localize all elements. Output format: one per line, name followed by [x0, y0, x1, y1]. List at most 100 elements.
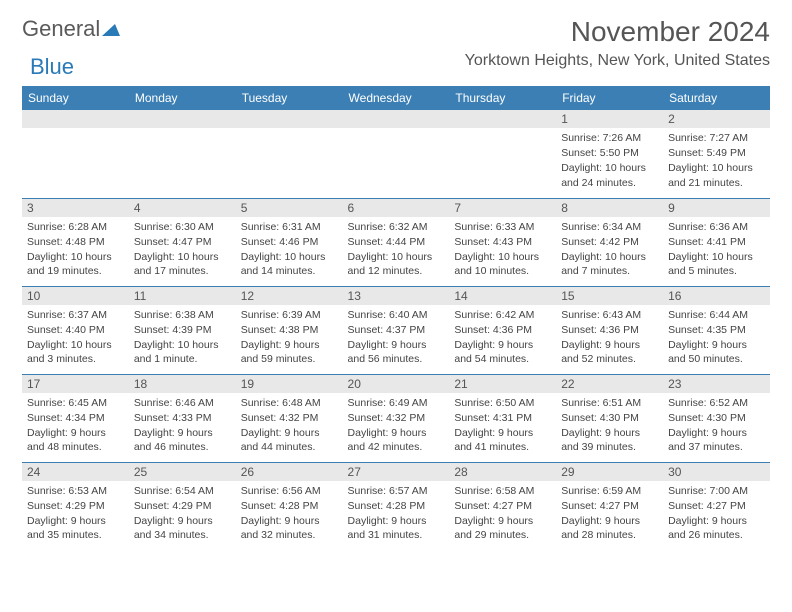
day-number: 15 [556, 287, 663, 305]
day-daylight: Daylight: 9 hours and 50 minutes. [668, 338, 765, 366]
day-sunset: Sunset: 4:38 PM [241, 323, 338, 337]
day-sunrise: Sunrise: 6:33 AM [454, 220, 551, 234]
calendar-cell: 25Sunrise: 6:54 AMSunset: 4:29 PMDayligh… [129, 462, 236, 550]
day-info: Sunrise: 6:52 AMSunset: 4:30 PMDaylight:… [663, 393, 770, 459]
day-info: Sunrise: 6:36 AMSunset: 4:41 PMDaylight:… [663, 217, 770, 283]
day-info: Sunrise: 6:48 AMSunset: 4:32 PMDaylight:… [236, 393, 343, 459]
day-number: 29 [556, 463, 663, 481]
day-sunrise: Sunrise: 6:44 AM [668, 308, 765, 322]
day-daylight: Daylight: 10 hours and 14 minutes. [241, 250, 338, 278]
day-daylight: Daylight: 9 hours and 39 minutes. [561, 426, 658, 454]
calendar-cell: 24Sunrise: 6:53 AMSunset: 4:29 PMDayligh… [22, 462, 129, 550]
day-sunrise: Sunrise: 6:54 AM [134, 484, 231, 498]
day-sunrise: Sunrise: 6:48 AM [241, 396, 338, 410]
day-sunrise: Sunrise: 6:40 AM [348, 308, 445, 322]
day-sunrise: Sunrise: 6:43 AM [561, 308, 658, 322]
calendar-cell: 8Sunrise: 6:34 AMSunset: 4:42 PMDaylight… [556, 198, 663, 286]
logo-text-part1: General [22, 16, 100, 42]
day-info: Sunrise: 6:51 AMSunset: 4:30 PMDaylight:… [556, 393, 663, 459]
day-sunset: Sunset: 4:40 PM [27, 323, 124, 337]
day-sunrise: Sunrise: 6:28 AM [27, 220, 124, 234]
day-sunrise: Sunrise: 6:34 AM [561, 220, 658, 234]
day-number: 7 [449, 199, 556, 217]
day-sunrise: Sunrise: 6:46 AM [134, 396, 231, 410]
day-number: 16 [663, 287, 770, 305]
day-daylight: Daylight: 9 hours and 34 minutes. [134, 514, 231, 542]
day-sunrise: Sunrise: 6:39 AM [241, 308, 338, 322]
day-number-empty [449, 110, 556, 128]
day-info: Sunrise: 6:39 AMSunset: 4:38 PMDaylight:… [236, 305, 343, 371]
day-daylight: Daylight: 9 hours and 32 minutes. [241, 514, 338, 542]
day-info: Sunrise: 6:56 AMSunset: 4:28 PMDaylight:… [236, 481, 343, 547]
day-number: 17 [22, 375, 129, 393]
day-number: 22 [556, 375, 663, 393]
day-sunrise: Sunrise: 6:51 AM [561, 396, 658, 410]
day-number: 21 [449, 375, 556, 393]
day-sunrise: Sunrise: 6:53 AM [27, 484, 124, 498]
day-sunset: Sunset: 4:30 PM [561, 411, 658, 425]
day-sunrise: Sunrise: 6:36 AM [668, 220, 765, 234]
day-sunset: Sunset: 4:28 PM [241, 499, 338, 513]
calendar-week-row: 17Sunrise: 6:45 AMSunset: 4:34 PMDayligh… [22, 374, 770, 462]
day-sunrise: Sunrise: 7:27 AM [668, 131, 765, 145]
day-sunset: Sunset: 5:50 PM [561, 146, 658, 160]
day-sunset: Sunset: 4:42 PM [561, 235, 658, 249]
day-daylight: Daylight: 9 hours and 31 minutes. [348, 514, 445, 542]
calendar-table: SundayMondayTuesdayWednesdayThursdayFrid… [22, 86, 770, 550]
day-sunrise: Sunrise: 6:42 AM [454, 308, 551, 322]
day-daylight: Daylight: 9 hours and 52 minutes. [561, 338, 658, 366]
day-header: Friday [556, 86, 663, 110]
day-number-empty [343, 110, 450, 128]
day-info: Sunrise: 6:46 AMSunset: 4:33 PMDaylight:… [129, 393, 236, 459]
calendar-cell: 14Sunrise: 6:42 AMSunset: 4:36 PMDayligh… [449, 286, 556, 374]
day-sunset: Sunset: 4:32 PM [348, 411, 445, 425]
calendar-cell: 15Sunrise: 6:43 AMSunset: 4:36 PMDayligh… [556, 286, 663, 374]
day-number: 4 [129, 199, 236, 217]
day-sunset: Sunset: 4:36 PM [454, 323, 551, 337]
logo: General [22, 16, 120, 42]
day-header: Sunday [22, 86, 129, 110]
calendar-cell: 17Sunrise: 6:45 AMSunset: 4:34 PMDayligh… [22, 374, 129, 462]
day-sunset: Sunset: 4:27 PM [668, 499, 765, 513]
day-daylight: Daylight: 9 hours and 37 minutes. [668, 426, 765, 454]
day-daylight: Daylight: 9 hours and 42 minutes. [348, 426, 445, 454]
calendar-cell: 3Sunrise: 6:28 AMSunset: 4:48 PMDaylight… [22, 198, 129, 286]
calendar-cell: 18Sunrise: 6:46 AMSunset: 4:33 PMDayligh… [129, 374, 236, 462]
day-sunset: Sunset: 4:30 PM [668, 411, 765, 425]
day-number-empty [236, 110, 343, 128]
day-info: Sunrise: 6:45 AMSunset: 4:34 PMDaylight:… [22, 393, 129, 459]
day-daylight: Daylight: 9 hours and 41 minutes. [454, 426, 551, 454]
day-sunset: Sunset: 4:48 PM [27, 235, 124, 249]
calendar-cell: 10Sunrise: 6:37 AMSunset: 4:40 PMDayligh… [22, 286, 129, 374]
calendar-cell [343, 110, 450, 198]
day-info: Sunrise: 6:49 AMSunset: 4:32 PMDaylight:… [343, 393, 450, 459]
day-daylight: Daylight: 9 hours and 48 minutes. [27, 426, 124, 454]
calendar-cell: 29Sunrise: 6:59 AMSunset: 4:27 PMDayligh… [556, 462, 663, 550]
calendar-cell: 28Sunrise: 6:58 AMSunset: 4:27 PMDayligh… [449, 462, 556, 550]
day-number: 18 [129, 375, 236, 393]
calendar-cell: 16Sunrise: 6:44 AMSunset: 4:35 PMDayligh… [663, 286, 770, 374]
calendar-cell: 11Sunrise: 6:38 AMSunset: 4:39 PMDayligh… [129, 286, 236, 374]
day-header: Wednesday [343, 86, 450, 110]
day-info: Sunrise: 6:57 AMSunset: 4:28 PMDaylight:… [343, 481, 450, 547]
calendar-cell: 7Sunrise: 6:33 AMSunset: 4:43 PMDaylight… [449, 198, 556, 286]
calendar-cell: 19Sunrise: 6:48 AMSunset: 4:32 PMDayligh… [236, 374, 343, 462]
calendar-week-row: 24Sunrise: 6:53 AMSunset: 4:29 PMDayligh… [22, 462, 770, 550]
day-header: Tuesday [236, 86, 343, 110]
day-number: 5 [236, 199, 343, 217]
day-number: 30 [663, 463, 770, 481]
day-sunrise: Sunrise: 6:59 AM [561, 484, 658, 498]
day-sunset: Sunset: 4:41 PM [668, 235, 765, 249]
day-info: Sunrise: 7:26 AMSunset: 5:50 PMDaylight:… [556, 128, 663, 194]
day-number: 13 [343, 287, 450, 305]
day-info: Sunrise: 7:27 AMSunset: 5:49 PMDaylight:… [663, 128, 770, 194]
day-info: Sunrise: 6:34 AMSunset: 4:42 PMDaylight:… [556, 217, 663, 283]
day-daylight: Daylight: 9 hours and 28 minutes. [561, 514, 658, 542]
day-info: Sunrise: 6:54 AMSunset: 4:29 PMDaylight:… [129, 481, 236, 547]
day-daylight: Daylight: 9 hours and 29 minutes. [454, 514, 551, 542]
day-number: 8 [556, 199, 663, 217]
calendar-week-row: 1Sunrise: 7:26 AMSunset: 5:50 PMDaylight… [22, 110, 770, 198]
calendar-cell [236, 110, 343, 198]
day-number: 25 [129, 463, 236, 481]
day-info: Sunrise: 6:30 AMSunset: 4:47 PMDaylight:… [129, 217, 236, 283]
